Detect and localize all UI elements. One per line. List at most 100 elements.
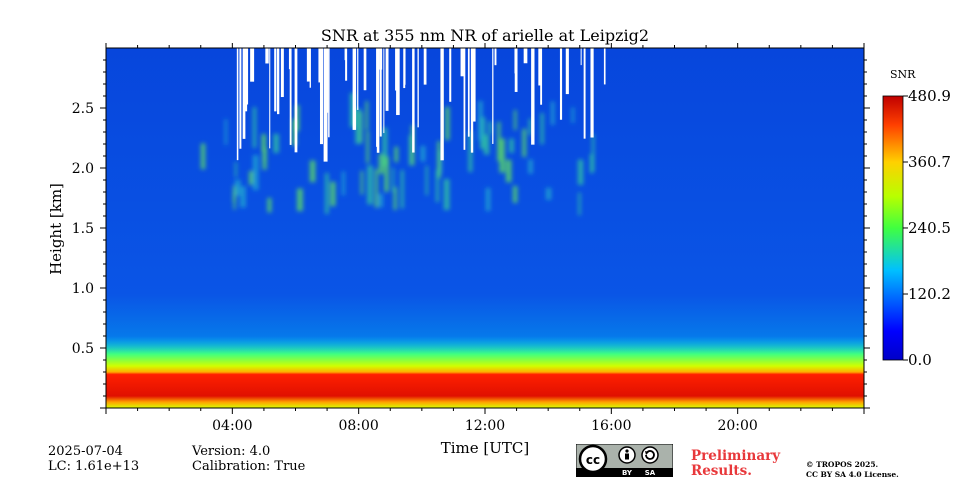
cloud-streak (367, 165, 373, 205)
cloud-streak (578, 192, 581, 216)
masked-gap (294, 48, 298, 153)
cloud-streak (365, 101, 369, 131)
cloud-streak (512, 185, 518, 203)
cloud-streak (528, 118, 532, 136)
cloud-streak (382, 127, 388, 167)
cloud-streak (240, 186, 246, 208)
colorbar-label: SNR (890, 68, 916, 81)
sa-icon (641, 446, 659, 464)
x-tick-label: 20:00 (717, 418, 757, 434)
masked-gap (580, 48, 582, 66)
cloud-streak (330, 181, 336, 207)
cloud-streak (234, 162, 237, 178)
colorbar-tick-label: 120.2 (908, 285, 951, 303)
y-tick-label: 1.5 (72, 221, 94, 237)
copyright-line2: CC BY SA 4.0 License. (806, 470, 899, 479)
y-tick-label: 0.5 (72, 341, 94, 357)
lc-text: LC: 1.61e+13 (48, 459, 140, 474)
calibration-text: Calibration: True (192, 459, 306, 474)
colorbar-tick-label: 360.7 (908, 153, 951, 171)
preliminary-text-line2: Results. (691, 463, 752, 479)
cloud-streak (528, 159, 533, 174)
chart-title: SNR at 355 nm NR of arielle at Leipzig2 (321, 26, 649, 45)
colorbar-tick-label: 0.0 (908, 351, 932, 369)
cloud-streak (509, 138, 514, 153)
cloud-streak (478, 100, 483, 141)
by-label: BY (622, 469, 633, 477)
masked-gap (379, 48, 382, 137)
cloud-streak (499, 138, 506, 173)
masked-gap (492, 48, 494, 144)
cloud-streak (483, 134, 490, 155)
masked-gap (412, 48, 415, 153)
cloud-streak (261, 133, 266, 152)
masked-gap (603, 48, 606, 85)
masked-gap (531, 48, 535, 145)
cloud-streak (488, 121, 492, 135)
cloud-streak (366, 131, 369, 164)
cloud-streak (497, 121, 501, 162)
masked-gap (242, 48, 246, 139)
cloud-streak (273, 133, 279, 153)
copyright-line1: © TROPOS 2025. (806, 460, 879, 469)
masked-gap (423, 48, 427, 85)
cloud-streak (505, 159, 512, 183)
cloud-streak (540, 113, 544, 145)
masked-gap (395, 48, 399, 91)
colorbar-ticks: 0.0 120.2 240.5 360.7 480.9 (903, 87, 951, 369)
cloud-streak (341, 171, 345, 196)
masked-gap (323, 48, 328, 162)
cloud-streak (394, 146, 399, 163)
masked-gap (383, 48, 385, 134)
masked-gap (244, 48, 249, 105)
cloud-streak (200, 143, 206, 170)
colorbar-tick-label: 480.9 (908, 87, 951, 105)
cloud-streak (591, 134, 595, 173)
cloud-streak (420, 145, 426, 162)
cloud-streak (252, 155, 259, 191)
masked-gap (352, 48, 357, 130)
cloud-streak (248, 171, 253, 185)
cloud-streak (233, 185, 236, 203)
version-text: Version: 4.0 (192, 444, 271, 459)
masked-gap (236, 48, 239, 161)
cloud-streak (234, 179, 241, 196)
masked-gap (565, 48, 569, 95)
masked-gap (449, 48, 452, 102)
cloud-streak (437, 141, 441, 179)
y-tick-label: 1.0 (72, 281, 94, 297)
cloud-streak (309, 160, 316, 183)
x-tick-label: 12:00 (465, 418, 505, 434)
y-axis-label: Height [km] (47, 183, 65, 275)
cloud-streak (545, 187, 552, 200)
cloud-streak (577, 159, 584, 185)
masked-gap (319, 48, 324, 145)
sa-label: SA (645, 469, 656, 477)
masked-gap (328, 48, 330, 138)
x-axis-ticks: 04:00 08:00 12:00 16:00 20:00 (105, 43, 865, 434)
masked-gap (538, 48, 542, 86)
masked-gap (318, 48, 322, 83)
heatmap-area (106, 48, 864, 408)
cloud-streak (292, 118, 297, 146)
cc-icon (578, 444, 608, 474)
masked-gap (470, 48, 474, 153)
cloud-streak (296, 188, 303, 212)
masked-gaps (236, 48, 606, 162)
masked-gap (357, 48, 359, 110)
colorbar-tick-label: 240.5 (908, 219, 951, 237)
masked-gap (280, 48, 284, 98)
cloud-streak (267, 197, 272, 213)
masked-gap (583, 48, 586, 139)
masked-gap (288, 48, 292, 70)
near-surface-band (106, 336, 864, 408)
cloud-streak (468, 130, 473, 172)
cloud-streak (392, 167, 395, 192)
masked-gap (363, 48, 367, 91)
cloud-streak (224, 119, 228, 145)
masked-gap (472, 48, 476, 122)
colorbar (882, 95, 904, 361)
cc-by-sa-badge: cc BY SA (576, 444, 673, 477)
cloud-streak (374, 169, 378, 208)
